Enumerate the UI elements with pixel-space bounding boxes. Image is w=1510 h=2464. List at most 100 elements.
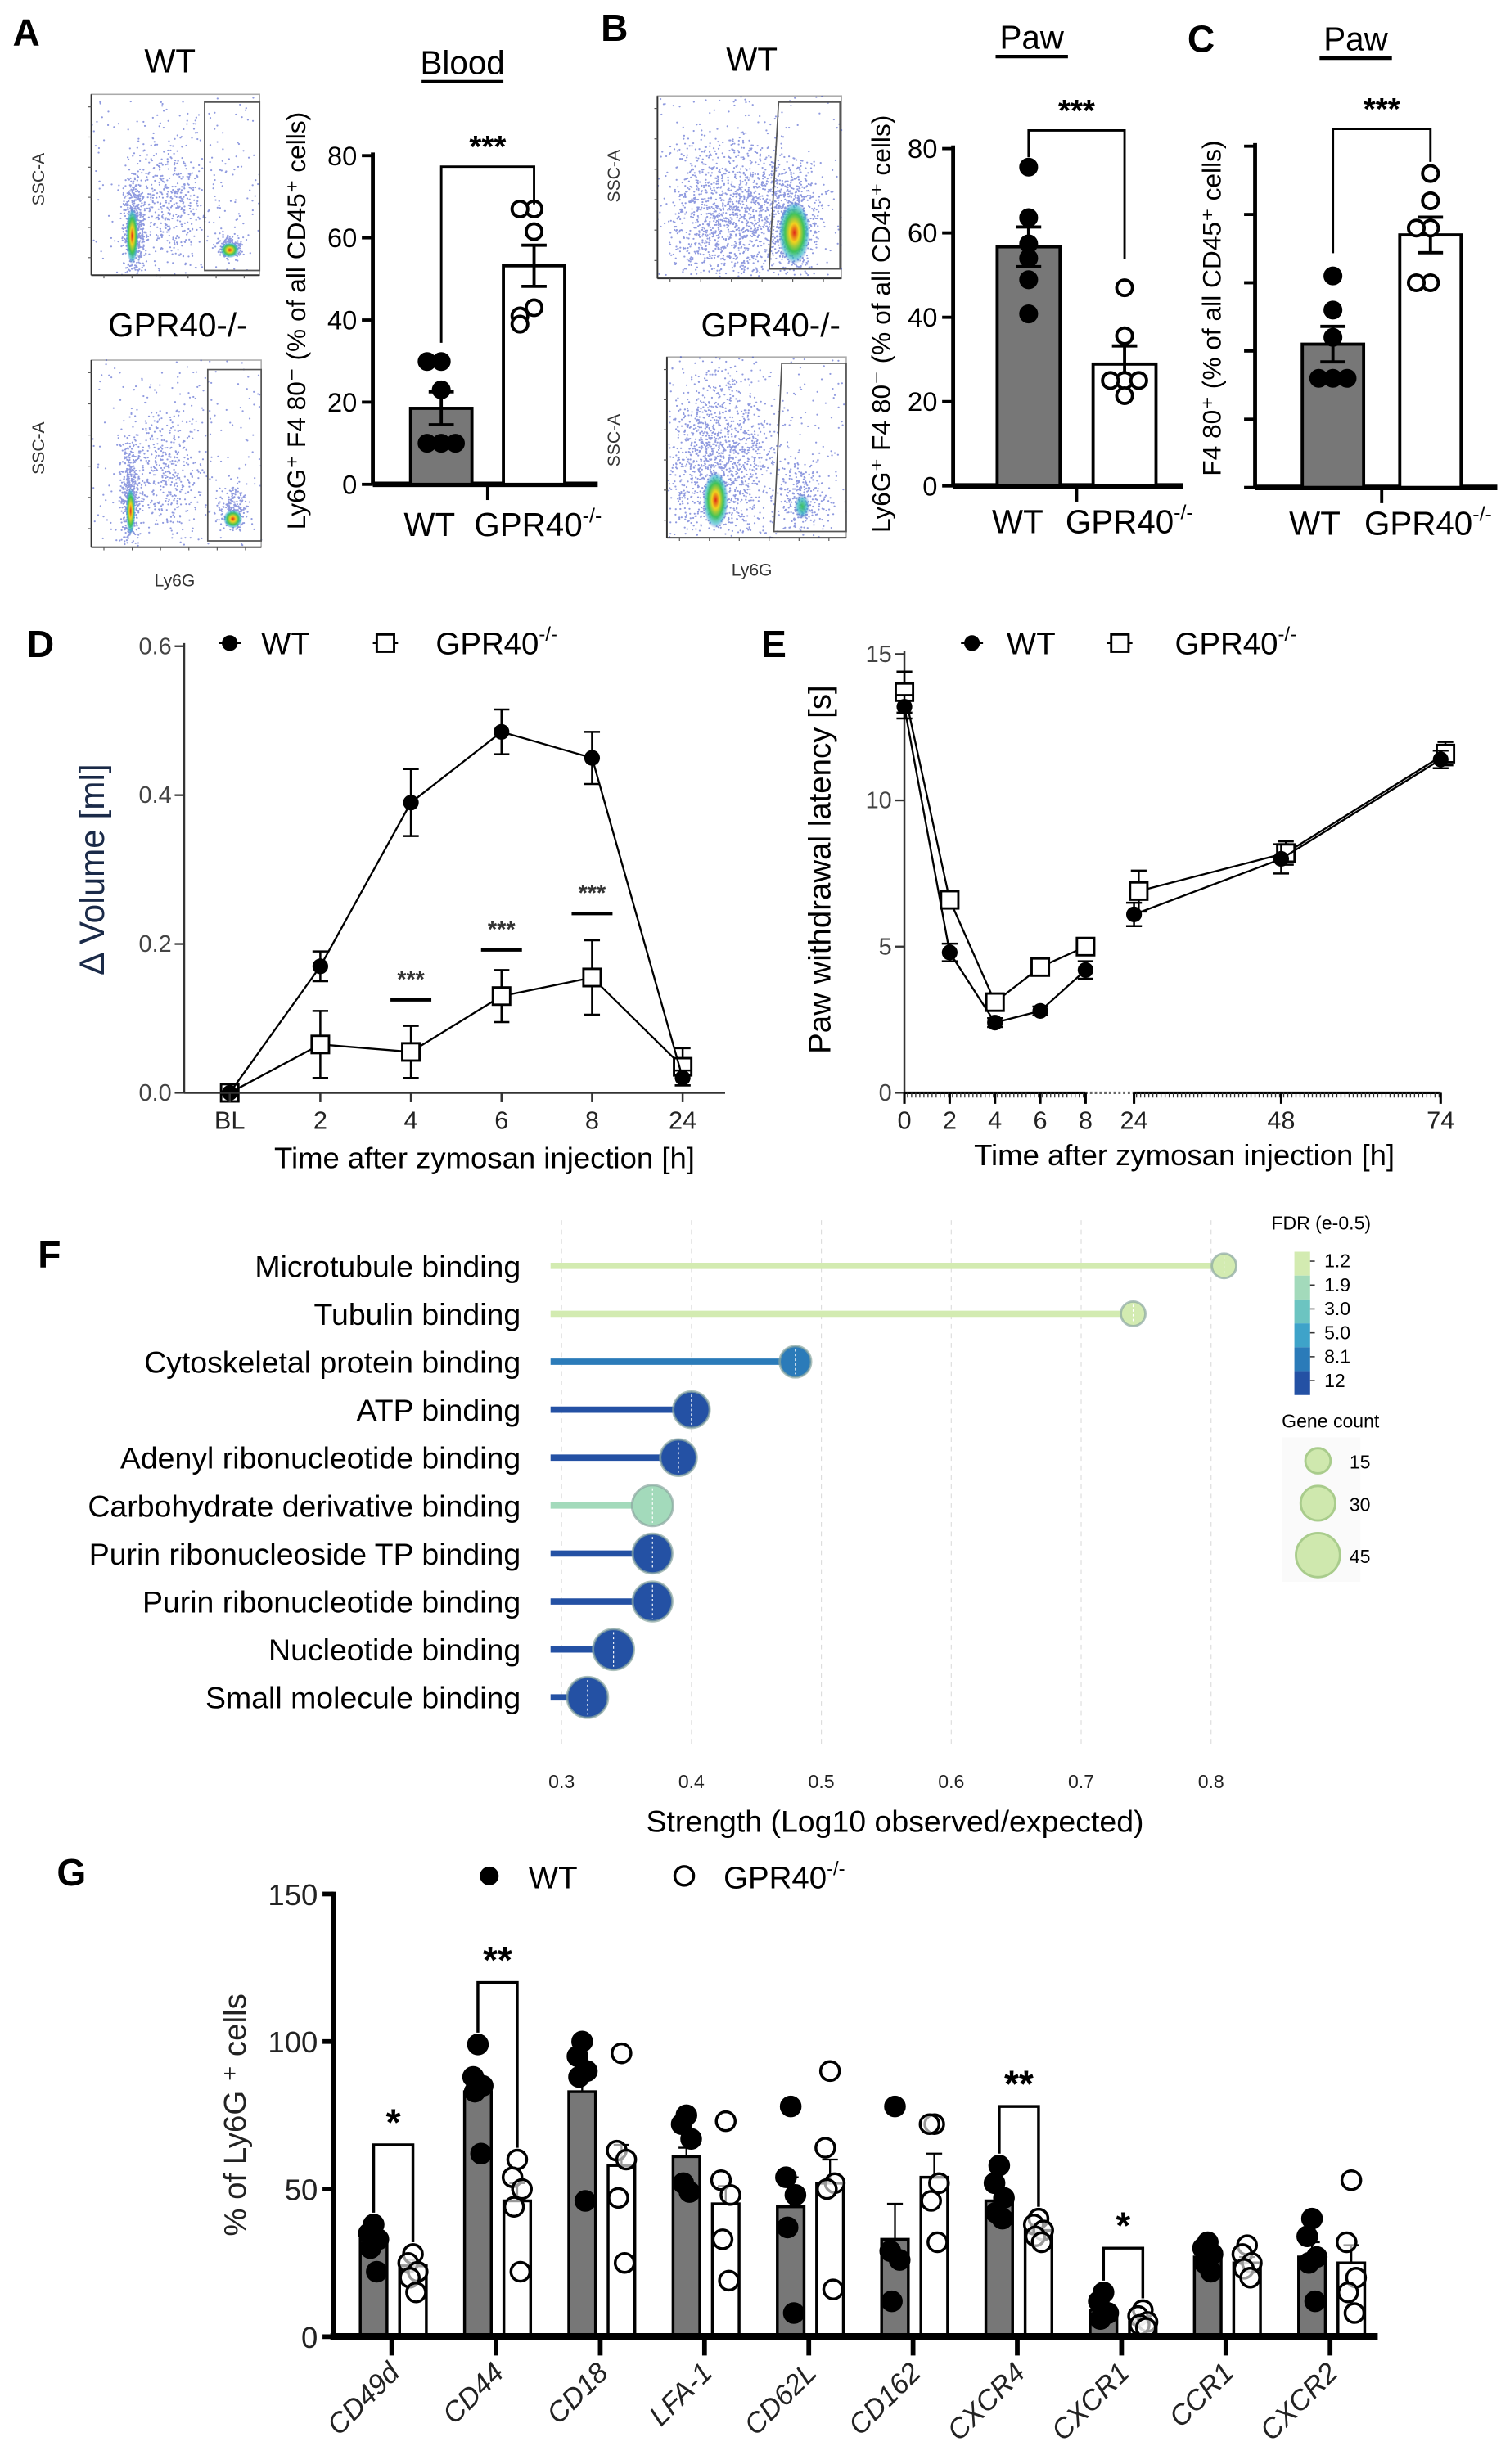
data-point-wt [574,2190,597,2212]
term-label: Microtubule binding [255,1249,521,1283]
x-minor-ticks [907,1092,1440,1098]
data-point-gpr40 [920,2190,942,2212]
marker-wt [964,635,980,651]
data-point-wt [889,2249,911,2271]
marker-wt [1077,962,1094,978]
data-point-wt [881,2290,903,2313]
marker-wt [1032,1002,1048,1019]
data-point-gpr40 [918,2113,941,2135]
x-tick-label: 6 [494,1106,508,1135]
data-point-gpr40 [1101,371,1120,390]
y-axis-title: Δ Volume [ml] [73,764,111,975]
term-label: Tubulin binding [314,1297,521,1331]
data-point-wt [988,2154,1011,2177]
density-hotspot [125,207,139,264]
colorbar-tick-label: 1.9 [1324,1274,1350,1295]
x-tick-label: 0.4 [678,1771,705,1792]
bar-wt [462,2090,493,2339]
data-point-wt [431,380,451,399]
data-point-wt [467,2034,489,2056]
data-point-gpr40 [510,199,530,219]
lollipop-head [630,1484,674,1528]
data-point-wt [1309,368,1328,388]
y-tick-label: 0 [922,471,937,501]
y-axis-title: Ly6G⁺ F4 80⁻ (% of all CD45⁺ cells) [282,112,311,529]
colorbar-segment [1294,1251,1310,1276]
data-point-wt [417,352,437,372]
lollipop-head [631,1580,674,1623]
significance-bracket [1027,129,1126,260]
data-point-wt [1297,2251,1320,2274]
data-point-wt [470,2142,493,2165]
x-axis-title: Time after zymosan injection [h] [974,1138,1395,1172]
x-tick-label: 2 [313,1106,327,1135]
y-axis-title: Paw withdrawal latency [s] [803,685,838,1054]
x-tick-label: 2 [943,1106,957,1135]
data-point-gpr40 [1421,191,1440,210]
y-tick-label: 0 [342,469,357,499]
y-tick-label: 80 [327,141,357,171]
panel-letter-a: A [13,11,40,54]
y-tick-label: 40 [908,302,937,332]
size-legend-circle [1295,1532,1341,1579]
legend-marker-gpr40 [673,1865,696,1887]
marker-gpr40 [401,1042,421,1062]
density-hotspot [778,200,810,264]
data-point-wt [1323,266,1343,286]
legend-label-gpr40: GPR40-/- [435,624,557,661]
x-tick-label: 0.8 [1198,1771,1224,1792]
panel-letter-d: D [27,623,54,665]
significance-label: *** [397,966,425,993]
line-chart-e: 0 5 10 15 WT GPR40-/- Time after zymosan injec… [803,624,1456,1172]
colorbar-tick-label: 5.0 [1324,1322,1350,1343]
significance-label: * [386,2101,401,2143]
bar-wt [567,2090,597,2339]
legend-marker-wt [480,1866,499,1885]
flow-title-gpr40-paw: GPR40-/- [701,306,841,344]
data-point-gpr40 [711,2228,734,2250]
marker-gpr40 [375,633,395,653]
marker-gpr40 [582,967,602,988]
significance-bracket [1102,2246,1145,2299]
significance-label: *** [1364,92,1400,127]
x-tick-label: 48 [1267,1106,1295,1135]
data-point-wt [1337,368,1357,388]
lollipop-head [1210,1252,1238,1280]
y-tick-label: 50 [285,2173,318,2207]
data-point-gpr40 [719,2184,741,2206]
lollipop-chart-f: 0.3 0.4 0.5 0.6 0.7 0.8 Microtubule binding Tub… [88,1213,1380,1839]
size-legend-label: 15 [1350,1452,1371,1473]
data-point-wt [366,2260,388,2283]
data-point-gpr40 [524,222,544,241]
marker-gpr40 [491,986,512,1007]
data-point-gpr40 [510,314,530,334]
data-point-wt [1019,249,1039,268]
marker-gpr40 [310,1034,331,1055]
data-point-wt [568,2065,590,2088]
series-line-gpr40 [229,976,683,1094]
y-tick-label: 80 [908,133,937,164]
significance-label: *** [469,129,506,164]
data-point-wt [777,2216,799,2239]
colorbar-segment [1294,1299,1310,1324]
flow-x-label: Ly6G [155,572,196,591]
legend-label-wt: WT [529,1861,578,1896]
density-hotspot [223,509,243,529]
significance-bracket [439,165,535,343]
data-point-gpr40 [511,2178,533,2200]
flow-y-label: SSC-A [29,421,48,474]
bar-chart-b: 0 20 40 60 80 WT GPR40-/- *** Paw Ly6G⁺ F4 80⁻ (%… [867,19,1193,541]
panel-letter-c: C [1188,17,1215,60]
bar-gpr40 [1398,233,1463,489]
y-tick-label: 0 [879,1080,892,1106]
significance-label: ** [1004,2063,1034,2106]
category-label: WT [992,502,1043,540]
marker-gpr40 [1110,633,1130,653]
data-point-gpr40 [1115,385,1134,406]
category-label: GPR40-/- [1364,502,1492,542]
marker-wt [403,795,419,811]
data-point-wt [1019,304,1039,324]
y-tick-label: 40 [327,305,357,336]
flow-y-label: SSC-A [605,413,624,466]
size-legend-circle [1299,1484,1336,1522]
